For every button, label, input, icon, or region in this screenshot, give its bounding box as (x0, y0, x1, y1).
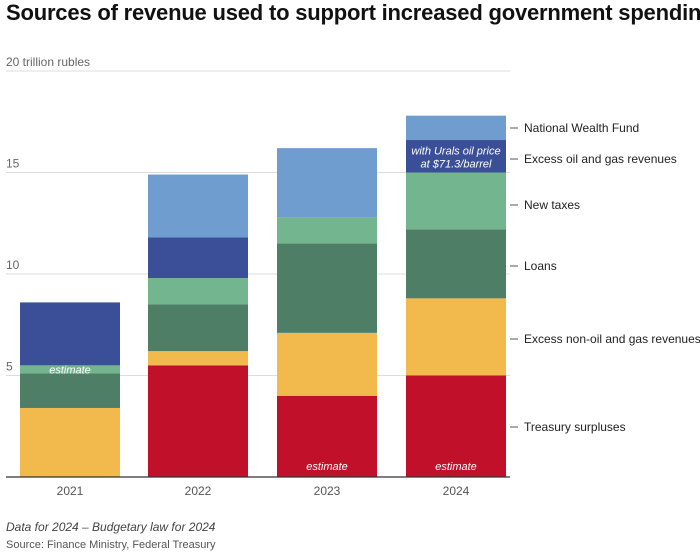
bar-segment (406, 375, 506, 477)
bar-segment (148, 278, 248, 305)
bar-segment (20, 373, 120, 408)
bar-segment (277, 243, 377, 333)
bar-segment (148, 174, 248, 238)
x-tick-label: 2024 (443, 484, 470, 498)
page-title: Sources of revenue used to support incre… (6, 0, 700, 25)
y-tick-label: 10 (6, 258, 20, 272)
legend-label: New taxes (524, 198, 580, 212)
bar-segment (277, 395, 377, 477)
x-tick-label: 2023 (314, 484, 341, 498)
legend-label: Excess oil and gas revenues (524, 152, 677, 166)
legend-label: Loans (524, 259, 557, 273)
legend-label: National Wealth Fund (524, 121, 639, 135)
x-tick-label: 2021 (57, 484, 84, 498)
y-tick-label: 5 (6, 360, 13, 374)
estimate-label: estimate (49, 364, 91, 376)
legend-label: Excess non-oil and gas revenues (524, 332, 700, 346)
bar-segment (277, 217, 377, 244)
bar-segment (406, 172, 506, 230)
bar-segment (148, 351, 248, 366)
data-note: Data for 2024 – Budgetary law for 2024 (6, 520, 216, 534)
bar-segment (406, 298, 506, 376)
bar-segment (406, 140, 506, 173)
bar-segment (20, 365, 120, 374)
y-tick-label: 20 trillion rubles (6, 55, 90, 69)
bar-segment (406, 229, 506, 299)
bar-segment (20, 302, 120, 366)
legend-label: Treasury surpluses (524, 420, 626, 434)
y-tick-label: 15 (6, 157, 20, 171)
source-note: Source: Finance Ministry, Federal Treasu… (6, 539, 216, 551)
x-tick-label: 2022 (185, 484, 212, 498)
bar-segment (277, 148, 377, 218)
bar-segment (148, 237, 248, 279)
oil-price-annotation: at $71.3/barrel (421, 158, 492, 170)
estimate-label: estimate (435, 461, 477, 473)
stacked-bar-chart: 5 10 15 20 trillion rubles 2021 2022 2023 2024 e… (6, 55, 700, 498)
oil-price-annotation: with Urals oil price (411, 145, 500, 157)
bar-segment (20, 407, 120, 477)
bar-segment (406, 115, 506, 141)
bar-segment (148, 304, 248, 352)
bar-segment (148, 365, 248, 477)
estimate-label: estimate (306, 461, 348, 473)
bar-segment (277, 332, 377, 396)
